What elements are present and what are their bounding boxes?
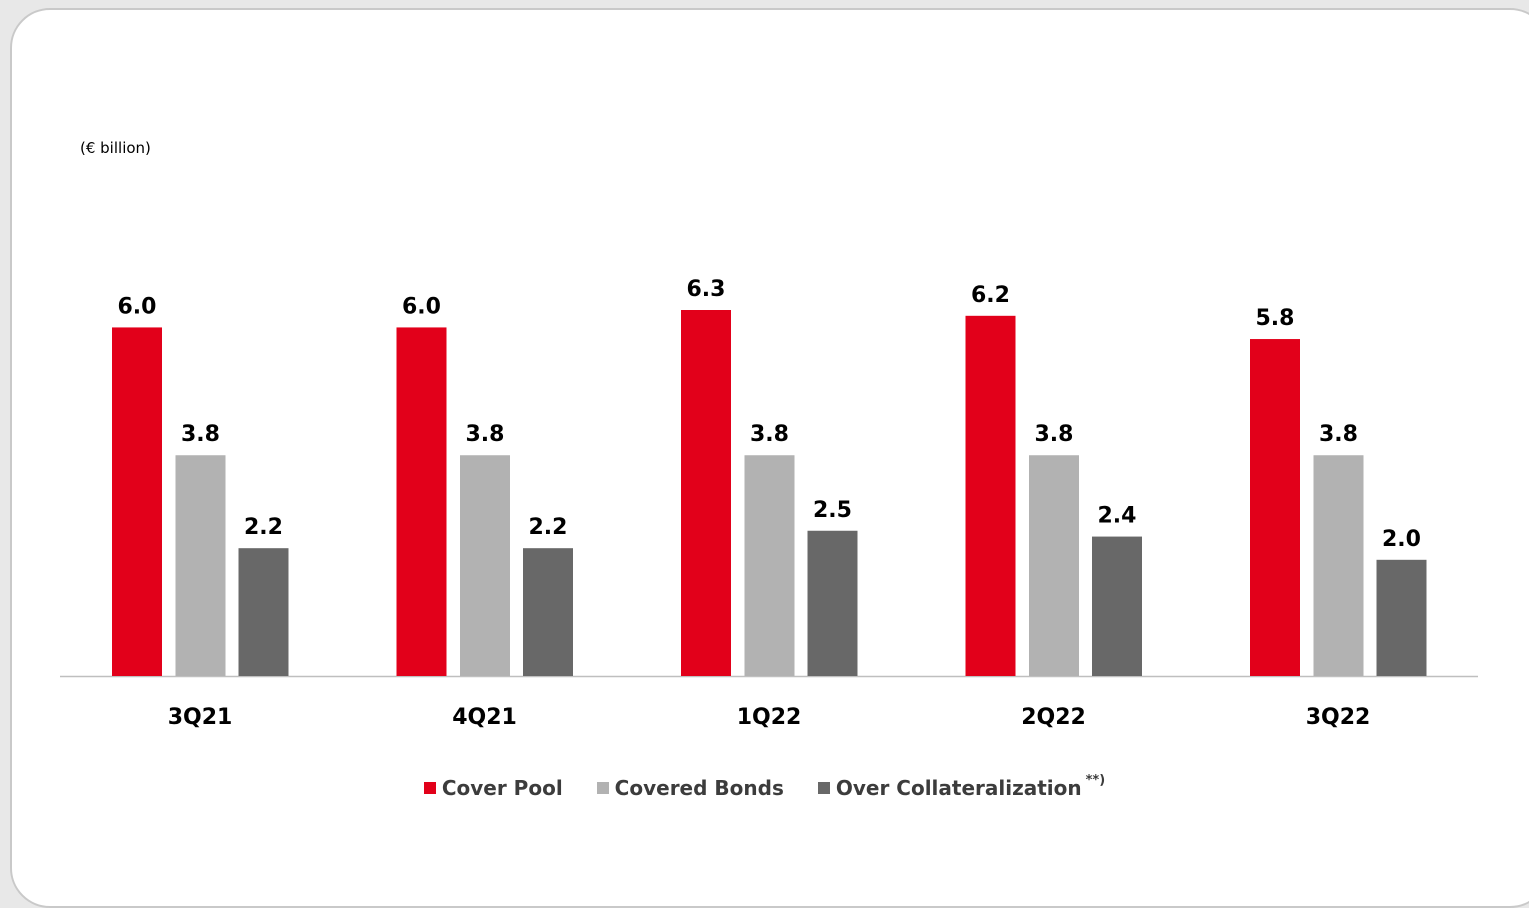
legend-item-covered-bonds: Covered Bonds — [596, 776, 784, 800]
legend-swatch-cover-pool — [423, 782, 436, 794]
data-label-covered-bonds-3q21: 3.8 — [181, 422, 220, 447]
legend-item-cover-pool: Cover Pool — [423, 776, 563, 800]
x-tick-label-3q22: 3Q22 — [1306, 705, 1371, 730]
data-label-cover-pool-2q22: 6.2 — [971, 283, 1010, 308]
data-label-cover-pool-3q21: 6.0 — [118, 294, 157, 319]
data-label-covered-bonds-1q22: 3.8 — [750, 422, 789, 447]
bar-covered-bonds-2q22 — [1029, 455, 1079, 676]
bar-over-collateralization-3q21 — [238, 548, 289, 676]
bar-cover-pool-2q22 — [965, 315, 1016, 676]
x-tick-label-2q22: 2Q22 — [1021, 705, 1086, 730]
bar-over-collateralization-3q22 — [1376, 559, 1427, 676]
bar-covered-bonds-3q22 — [1313, 455, 1364, 676]
x-tick-label-3q21: 3Q21 — [168, 705, 233, 730]
data-label-cover-pool-4q21: 6.0 — [402, 294, 441, 319]
legend-item-over-collateralization: Over Collateralization **) — [817, 772, 1106, 800]
bar-over-collateralization-4q21 — [523, 548, 573, 676]
data-label-cover-pool-1q22: 6.3 — [687, 277, 726, 302]
data-label-over-collateralization-3q22: 2.0 — [1382, 527, 1421, 552]
data-label-over-collateralization-2q22: 2.4 — [1098, 504, 1137, 529]
x-tick-label-4q21: 4Q21 — [452, 705, 517, 730]
bar-cover-pool-4q21 — [396, 327, 447, 676]
legend-label-cover-pool: Cover Pool — [441, 776, 563, 800]
bar-cover-pool-1q22 — [681, 310, 731, 676]
bar-over-collateralization-2q22 — [1092, 536, 1142, 676]
data-label-covered-bonds-4q21: 3.8 — [466, 422, 505, 447]
bar-covered-bonds-1q22 — [744, 455, 795, 676]
bar-cover-pool-3q21 — [112, 327, 162, 676]
legend-label-covered-bonds: Covered Bonds — [614, 776, 784, 800]
legend-swatch-covered-bonds — [596, 782, 609, 794]
unit-label: (€ billion) — [80, 139, 151, 157]
data-label-cover-pool-3q22: 5.8 — [1256, 306, 1295, 331]
bar-chart: 6.0 3.8 2.2 3Q21 6.0 3.8 2.2 4Q21 6.3 3.8 2.5 1Q22 6… — [60, 277, 1478, 730]
data-label-over-collateralization-3q21: 2.2 — [244, 515, 283, 540]
x-tick-label-1q22: 1Q22 — [737, 705, 802, 730]
bar-over-collateralization-1q22 — [807, 530, 858, 676]
legend-swatch-over-collateralization — [817, 782, 830, 794]
data-label-over-collateralization-1q22: 2.5 — [813, 498, 852, 523]
bar-covered-bonds-4q21 — [460, 455, 510, 676]
legend-label-over-collateralization: Over Collateralization — [835, 776, 1082, 800]
bar-covered-bonds-3q21 — [175, 455, 226, 676]
data-label-over-collateralization-4q21: 2.2 — [529, 515, 568, 540]
data-label-covered-bonds-2q22: 3.8 — [1035, 422, 1074, 447]
bar-cover-pool-3q22 — [1250, 339, 1300, 676]
legend-footnote-marker: **) — [1085, 772, 1106, 788]
data-label-covered-bonds-3q22: 3.8 — [1319, 422, 1358, 447]
legend: Cover Pool Covered Bonds Over Collateral… — [0, 772, 1529, 800]
